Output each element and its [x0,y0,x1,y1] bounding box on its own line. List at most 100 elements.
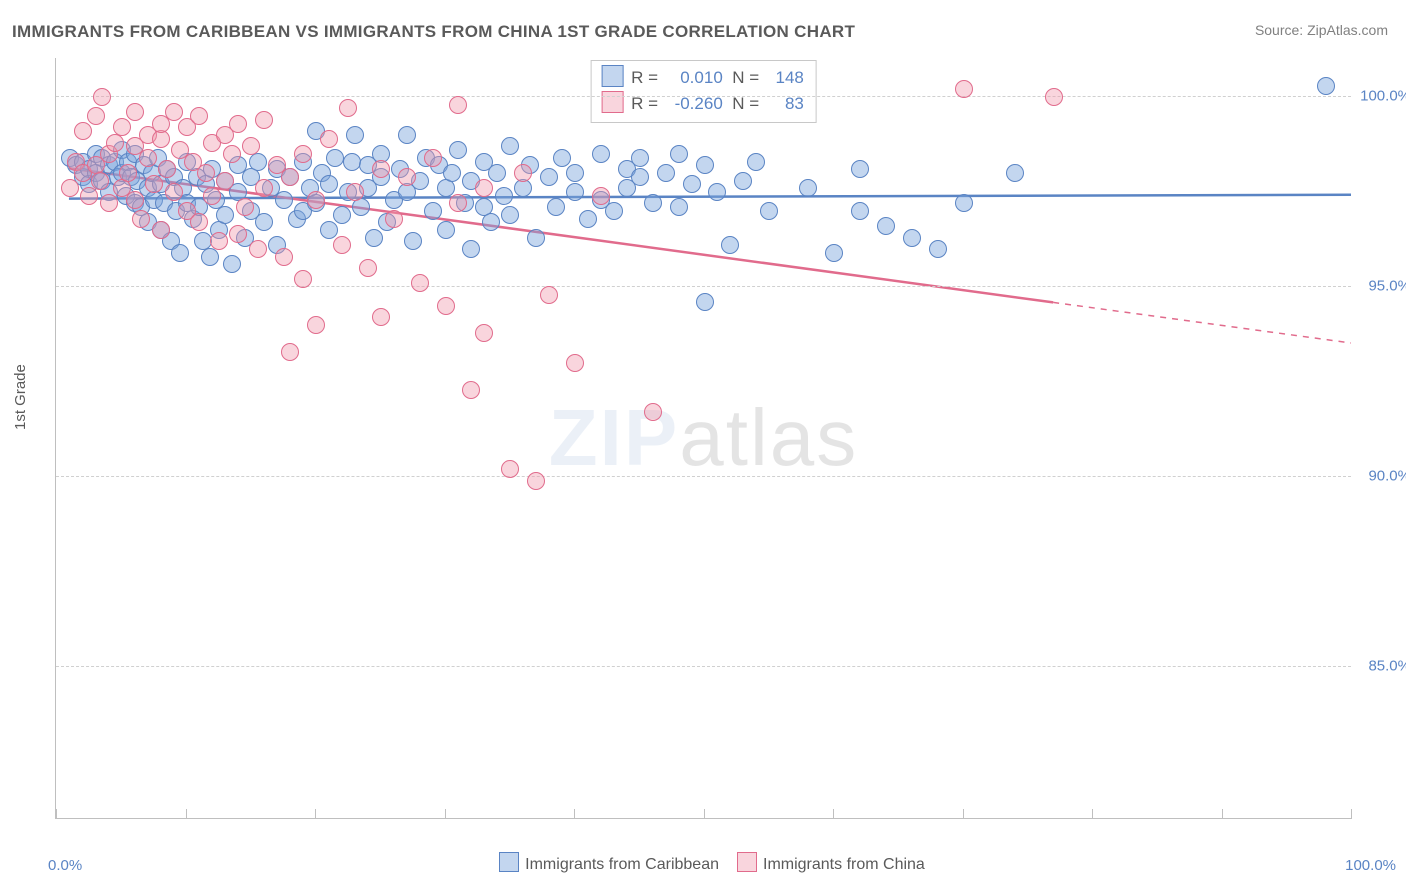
legend-label: Immigrants from Caribbean [525,856,719,873]
data-point [527,472,545,490]
data-point [61,179,79,197]
data-point [132,210,150,228]
data-point [566,164,584,182]
data-point [501,137,519,155]
data-point [165,183,183,201]
data-point [721,236,739,254]
data-point [223,255,241,273]
gridline-h [56,96,1351,97]
data-point [365,229,383,247]
data-point [605,202,623,220]
x-tick [445,809,446,819]
data-point [171,244,189,262]
watermark-rest: atlas [679,393,858,482]
data-point [708,183,726,201]
data-point [449,141,467,159]
data-point [333,206,351,224]
data-point [333,236,351,254]
legend-swatch [601,91,623,113]
stats-row: R = -0.260 N = 83 [601,91,804,117]
data-point [294,145,312,163]
y-tick-label: 90.0% [1368,468,1406,485]
data-point [644,403,662,421]
data-point [592,187,610,205]
data-point [87,107,105,125]
data-point [106,134,124,152]
data-point [91,172,109,190]
data-point [670,145,688,163]
data-point [670,198,688,216]
trend-line-extrapolated [1053,302,1351,343]
data-point [255,111,273,129]
data-point [631,168,649,186]
data-point [236,198,254,216]
data-point [437,297,455,315]
data-point [475,324,493,342]
data-point [540,168,558,186]
data-point [255,213,273,231]
y-tick-label: 95.0% [1368,278,1406,295]
x-tick [1222,809,1223,819]
r-value: -0.260 [663,91,723,117]
data-point [437,221,455,239]
data-point [320,221,338,239]
n-value: 148 [764,65,804,91]
plot-area: ZIPatlas R = 0.010 N = 148R = -0.260 N =… [55,58,1351,819]
data-point [540,286,558,304]
data-point [644,194,662,212]
legend-label: Immigrants from China [763,856,925,873]
data-point [307,316,325,334]
data-point [249,153,267,171]
x-tick [186,809,187,819]
data-point [462,240,480,258]
data-point [152,221,170,239]
data-point [482,213,500,231]
data-point [696,293,714,311]
data-point [165,103,183,121]
data-point [201,248,219,266]
data-point [424,202,442,220]
x-tick [315,809,316,819]
data-point [877,217,895,235]
data-point [592,145,610,163]
data-point [501,206,519,224]
data-point [275,248,293,266]
data-point [346,183,364,201]
data-point [475,179,493,197]
data-point [553,149,571,167]
data-point [657,164,675,182]
data-point [398,126,416,144]
data-point [229,225,247,243]
data-point [281,343,299,361]
data-point [527,229,545,247]
data-point [1045,88,1063,106]
data-point [100,194,118,212]
data-point [80,187,98,205]
stats-row: R = 0.010 N = 148 [601,65,804,91]
stats-legend-box: R = 0.010 N = 148R = -0.260 N = 83 [590,60,817,123]
data-point [372,160,390,178]
chart-title: IMMIGRANTS FROM CARIBBEAN VS IMMIGRANTS … [12,22,855,42]
data-point [514,164,532,182]
data-point [281,168,299,186]
watermark: ZIPatlas [549,392,858,484]
data-point [197,164,215,182]
data-point [216,206,234,224]
data-point [903,229,921,247]
x-tick [574,809,575,819]
data-point [799,179,817,197]
data-point [190,107,208,125]
gridline-h [56,666,1351,667]
data-point [411,274,429,292]
data-point [495,187,513,205]
data-point [696,156,714,174]
data-point [113,118,131,136]
data-point [93,88,111,106]
data-point [1317,77,1335,95]
data-point [424,149,442,167]
data-point [307,191,325,209]
legend-swatch [601,65,623,87]
data-point [760,202,778,220]
x-tick [1351,809,1352,819]
y-tick-label: 85.0% [1368,658,1406,675]
